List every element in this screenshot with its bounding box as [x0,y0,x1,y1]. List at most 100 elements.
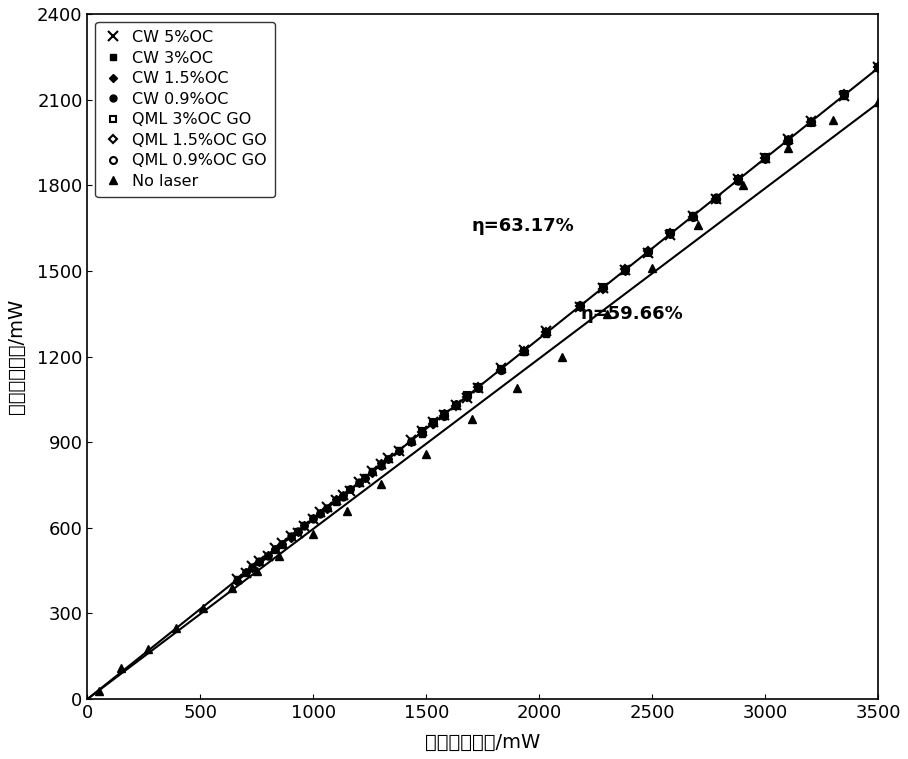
QML 1.5%OC GO [687,213,698,222]
Line: CW 0.9%OC: CW 0.9%OC [233,64,882,585]
CW 1.5%OC [331,495,341,504]
CW 3%OC [733,177,744,186]
CW 5%OC [240,568,251,578]
QML 0.9%OC GO [873,62,883,71]
CW 5%OC [382,454,393,463]
CW 0.9%OC [428,418,439,427]
CW 5%OC [405,435,416,444]
CW 5%OC [665,231,676,240]
CW 0.9%OC [394,446,405,455]
No laser [466,414,477,424]
CW 1.5%OC [839,91,850,100]
QML 3%OC GO [783,137,794,146]
No laser [94,686,104,695]
CW 5%OC [783,134,794,143]
CW 5%OC [376,460,387,469]
CW 1.5%OC [710,194,721,203]
CW 1.5%OC [292,528,303,537]
QML 1.5%OC GO [540,328,551,337]
X-axis label: 注入泵浦功率/mW: 注入泵浦功率/mW [425,733,540,752]
QML 3%OC GO [417,427,428,436]
QML 1.5%OC GO [450,402,461,411]
CW 1.5%OC [367,468,378,477]
CW 3%OC [367,467,378,476]
CW 0.9%OC [240,567,251,576]
CW 1.5%OC [308,513,319,522]
CW 0.9%OC [367,467,378,476]
No laser [421,449,432,458]
QML 3%OC GO [687,213,698,222]
No laser [557,352,568,361]
CW 0.9%OC [665,229,676,238]
CW 1.5%OC [382,455,393,464]
No laser [308,529,319,538]
CW 1.5%OC [247,563,258,572]
CW 3%OC [382,455,393,464]
QML 1.5%OC GO [620,264,631,273]
QML 1.5%OC GO [642,247,653,256]
QML 1.5%OC GO [417,427,428,436]
CW 3%OC [642,247,653,256]
CW 5%OC [428,417,439,427]
CW 5%OC [315,507,326,516]
CW 0.9%OC [518,347,529,356]
No laser [197,603,208,613]
CW 5%OC [461,393,472,402]
CW 3%OC [315,509,326,518]
CW 3%OC [540,329,551,339]
CW 1.5%OC [232,577,242,586]
Line: QML 1.5%OC GO: QML 1.5%OC GO [419,64,881,435]
QML 1.5%OC GO [873,62,883,71]
CW 5%OC [687,211,698,220]
CW 5%OC [353,478,364,487]
Legend: CW 5%OC, CW 3%OC, CW 1.5%OC, CW 0.9%OC, QML 3%OC GO, QML 1.5%OC GO, QML 0.9%OC G: CW 5%OC, CW 3%OC, CW 1.5%OC, CW 0.9%OC, … [95,22,275,197]
CW 3%OC [783,135,794,144]
QML 3%OC GO [805,118,816,127]
CW 0.9%OC [805,116,816,125]
CW 5%OC [262,552,273,561]
QML 1.5%OC GO [733,174,744,183]
CW 3%OC [428,419,439,428]
CW 1.5%OC [597,284,608,293]
CW 1.5%OC [321,504,332,513]
CW 3%OC [331,497,341,506]
CW 5%OC [308,515,319,524]
QML 3%OC GO [710,194,721,203]
CW 1.5%OC [262,551,273,560]
CW 1.5%OC [299,520,310,529]
QML 0.9%OC GO [687,213,698,222]
CW 0.9%OC [710,192,721,201]
CW 3%OC [496,366,507,375]
CW 0.9%OC [308,515,319,524]
CW 5%OC [496,364,507,373]
CW 1.5%OC [760,155,771,164]
CW 3%OC [839,91,850,100]
CW 5%OC [642,248,653,257]
No laser [252,566,262,575]
CW 0.9%OC [760,155,771,164]
QML 1.5%OC GO [783,136,794,145]
QML 3%OC GO [428,417,439,427]
CW 5%OC [367,466,378,475]
QML 0.9%OC GO [540,327,551,336]
CW 3%OC [417,429,428,438]
CW 5%OC [473,384,484,393]
CW 0.9%OC [783,136,794,145]
CW 3%OC [247,563,258,572]
CW 1.5%OC [428,420,439,429]
QML 3%OC GO [461,391,472,400]
QML 3%OC GO [873,62,883,71]
Line: CW 3%OC: CW 3%OC [233,65,882,583]
QML 1.5%OC GO [461,392,472,402]
CW 1.5%OC [270,544,281,553]
CW 1.5%OC [405,437,416,446]
Y-axis label: 吸收泵浦功率/mW: 吸收泵浦功率/mW [7,299,26,414]
CW 3%OC [405,437,416,446]
No laser [692,221,703,230]
CW 0.9%OC [276,540,287,549]
CW 0.9%OC [405,436,416,446]
QML 3%OC GO [665,228,676,238]
CW 5%OC [270,543,281,553]
CW 1.5%OC [344,485,355,494]
CW 0.9%OC [285,531,296,540]
